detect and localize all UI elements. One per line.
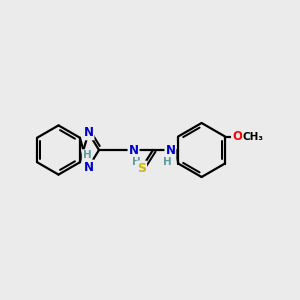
Text: N: N	[83, 126, 94, 140]
Text: N: N	[83, 160, 94, 174]
Text: H: H	[163, 157, 172, 167]
Text: CH₃: CH₃	[243, 131, 264, 142]
Text: O: O	[232, 130, 242, 143]
Text: H: H	[132, 157, 141, 167]
Text: N: N	[128, 143, 139, 157]
Text: H: H	[82, 150, 91, 160]
Text: N: N	[165, 143, 176, 157]
Text: S: S	[137, 161, 146, 175]
